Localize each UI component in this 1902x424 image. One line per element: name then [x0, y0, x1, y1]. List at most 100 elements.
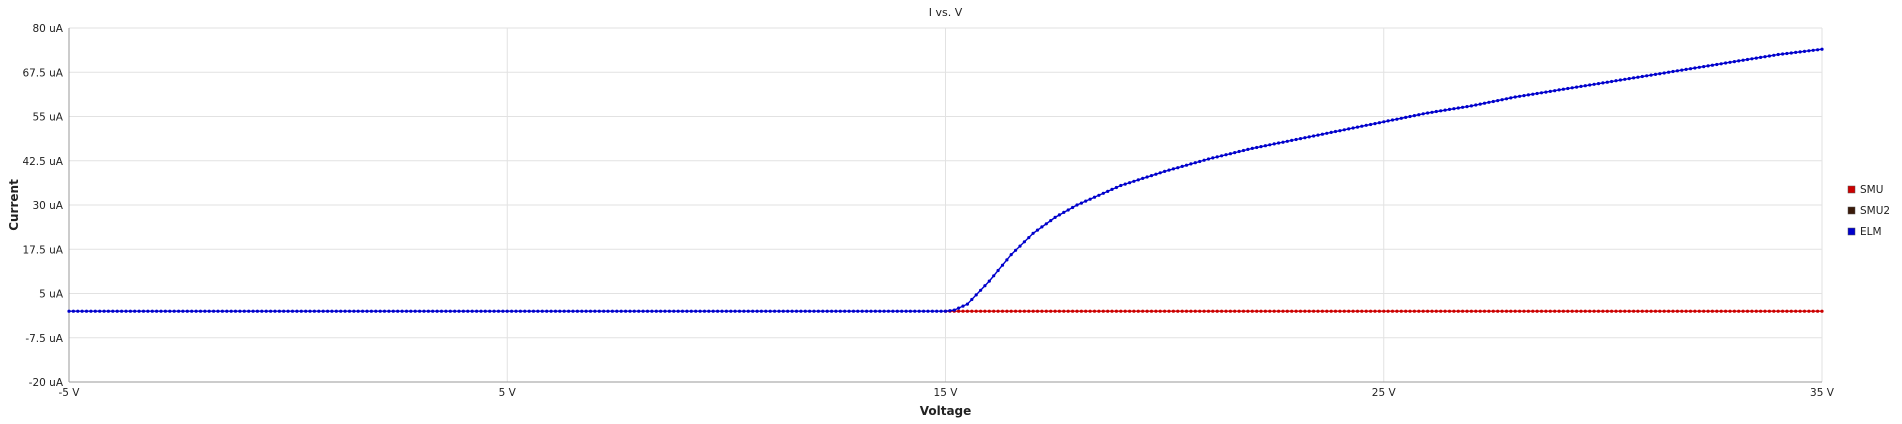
series-point-elm	[334, 309, 338, 313]
series-point-elm	[869, 309, 873, 313]
series-point-smu	[1737, 309, 1741, 313]
series-point-elm	[84, 309, 89, 313]
series-point-elm	[1461, 105, 1465, 109]
series-point-smu	[1482, 309, 1487, 313]
series-point-elm	[1110, 187, 1114, 191]
series-point-elm	[1128, 181, 1132, 185]
series-point-smu	[1141, 309, 1145, 313]
legend-swatch-smu	[1847, 185, 1856, 194]
series-point-smu	[1798, 309, 1802, 313]
series-point-smu	[1645, 309, 1649, 313]
series-point-elm	[391, 309, 395, 313]
series-point-smu	[1636, 309, 1640, 313]
series-point-elm	[886, 309, 891, 313]
series-point-elm	[751, 309, 755, 313]
series-point-elm	[1171, 167, 1175, 171]
series-point-elm	[777, 309, 781, 313]
series-point-elm	[1149, 174, 1154, 178]
legend-swatch-smu2	[1847, 206, 1856, 215]
series-point-smu	[1316, 309, 1320, 313]
series-point-elm	[610, 309, 615, 313]
series-point-elm	[220, 309, 224, 313]
series-point-smu	[1360, 309, 1364, 313]
series-point-elm	[580, 309, 584, 313]
series-point-elm	[970, 297, 974, 302]
y-tick-label: 67.5 uA	[22, 67, 63, 79]
series-point-smu	[992, 309, 996, 313]
series-point-elm	[1057, 213, 1061, 217]
series-point-elm	[746, 309, 750, 313]
series-point-elm	[269, 309, 273, 313]
series-point-elm	[1202, 158, 1206, 162]
series-point-smu	[1680, 309, 1684, 313]
series-point-smu	[1570, 309, 1574, 313]
series-point-elm	[1101, 191, 1105, 195]
y-tick-label: 55 uA	[32, 112, 63, 124]
series-point-elm	[177, 309, 181, 313]
series-point-elm	[1119, 183, 1123, 188]
series-point-elm	[1601, 81, 1605, 85]
series-point-smu	[1084, 309, 1088, 313]
series-point-smu	[1588, 309, 1592, 313]
series-point-elm	[637, 309, 641, 313]
series-point-elm	[1395, 117, 1399, 121]
series-point-elm	[382, 309, 387, 313]
series-point-smu	[1329, 309, 1333, 313]
series-point-elm	[295, 309, 299, 313]
series-point-smu	[1347, 309, 1351, 313]
series-point-smu	[1263, 309, 1267, 313]
series-point-elm	[1636, 75, 1640, 79]
series-point-elm	[1513, 95, 1517, 99]
series-point-smu	[1750, 309, 1754, 313]
series-point-smu	[1649, 309, 1653, 313]
series-point-elm	[650, 309, 654, 313]
series-point-elm	[141, 309, 146, 313]
series-point-elm	[1053, 215, 1057, 219]
series-point-smu	[1101, 309, 1105, 313]
series-point-smu	[1132, 309, 1136, 313]
series-point-elm	[365, 309, 369, 313]
series-point-elm	[1154, 172, 1158, 176]
series-point-elm	[1434, 109, 1438, 114]
series-point-elm	[1518, 94, 1522, 98]
series-point-elm	[1369, 122, 1373, 127]
series-point-smu	[1412, 309, 1416, 313]
series-point-elm	[457, 309, 461, 313]
series-point-smu	[1325, 309, 1329, 313]
series-point-elm	[1627, 77, 1631, 81]
series-point-elm	[1456, 106, 1460, 110]
series-point-elm	[851, 309, 856, 313]
series-point-elm	[654, 309, 658, 313]
series-point-elm	[926, 309, 930, 313]
series-point-smu	[970, 309, 974, 313]
series-point-smu	[1579, 309, 1583, 313]
series-point-elm	[1088, 197, 1092, 201]
series-point-elm	[1807, 49, 1811, 53]
series-point-elm	[378, 309, 382, 313]
series-point-smu	[1518, 309, 1522, 313]
series-point-elm	[1640, 74, 1644, 79]
series-point-elm	[1062, 210, 1066, 214]
series-point-elm	[632, 309, 636, 313]
series-point-elm	[790, 309, 794, 313]
series-point-elm	[904, 309, 908, 313]
series-point-elm	[409, 309, 413, 313]
series-point-elm	[1145, 175, 1149, 179]
series-point-elm	[1355, 125, 1360, 129]
series-point-elm	[536, 309, 540, 313]
series-point-elm	[1539, 91, 1544, 95]
y-tick-label: 30 uA	[32, 200, 63, 212]
series-point-elm	[273, 309, 277, 313]
series-point-elm	[1553, 89, 1557, 93]
series-point-smu	[1057, 309, 1061, 313]
series-point-elm	[593, 309, 597, 313]
series-point-smu	[1154, 309, 1158, 313]
series-point-smu	[1333, 309, 1338, 313]
series-point-smu	[1005, 309, 1009, 313]
series-point-elm	[1802, 49, 1807, 54]
series-point-smu	[1377, 309, 1381, 313]
series-point-elm	[1618, 78, 1622, 82]
series-point-smu	[1544, 309, 1548, 313]
series-point-elm	[659, 309, 663, 313]
